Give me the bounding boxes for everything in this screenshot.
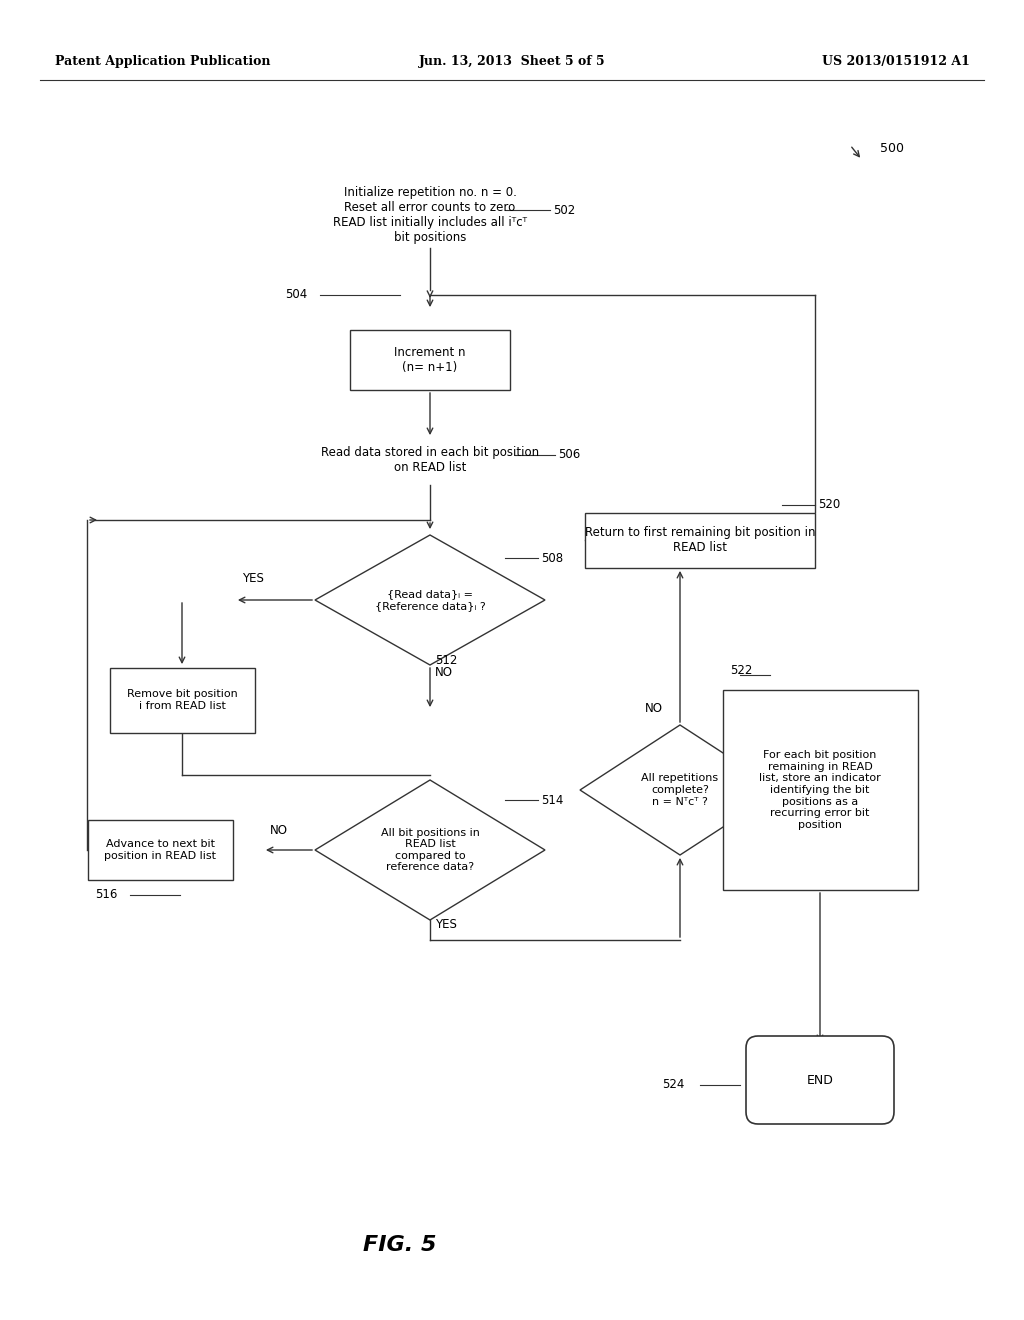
FancyBboxPatch shape bbox=[87, 820, 232, 880]
Text: All bit positions in
READ list
compared to
reference data?: All bit positions in READ list compared … bbox=[381, 828, 479, 873]
Text: 508: 508 bbox=[541, 552, 563, 565]
FancyBboxPatch shape bbox=[350, 330, 510, 389]
Text: US 2013/0151912 A1: US 2013/0151912 A1 bbox=[822, 55, 970, 69]
FancyBboxPatch shape bbox=[110, 668, 255, 733]
FancyBboxPatch shape bbox=[746, 1036, 894, 1125]
Text: 512: 512 bbox=[435, 653, 458, 667]
Text: Jun. 13, 2013  Sheet 5 of 5: Jun. 13, 2013 Sheet 5 of 5 bbox=[419, 55, 605, 69]
Text: YES: YES bbox=[435, 919, 457, 932]
Text: All repetitions
complete?
n = Nᵀᴄᵀ ?: All repetitions complete? n = Nᵀᴄᵀ ? bbox=[641, 774, 719, 807]
Text: 500: 500 bbox=[880, 141, 904, 154]
Text: END: END bbox=[807, 1073, 834, 1086]
Text: NO: NO bbox=[645, 701, 663, 714]
Text: For each bit position
remaining in READ
list, store an indicator
identifying the: For each bit position remaining in READ … bbox=[759, 750, 881, 830]
Text: 520: 520 bbox=[818, 499, 841, 511]
Text: Increment n
(n= n+1): Increment n (n= n+1) bbox=[394, 346, 466, 374]
Text: Advance to next bit
position in READ list: Advance to next bit position in READ lis… bbox=[104, 840, 216, 861]
Text: NO: NO bbox=[435, 665, 453, 678]
Text: {Read data}ᵢ =
{Reference data}ᵢ ?: {Read data}ᵢ = {Reference data}ᵢ ? bbox=[375, 589, 485, 611]
Text: FIG. 5: FIG. 5 bbox=[364, 1236, 437, 1255]
Text: YES: YES bbox=[788, 763, 810, 776]
Text: Return to first remaining bit position in
READ list: Return to first remaining bit position i… bbox=[585, 525, 815, 554]
Text: Read data stored in each bit position
on READ list: Read data stored in each bit position on… bbox=[321, 446, 539, 474]
Text: 514: 514 bbox=[541, 793, 563, 807]
Text: 522: 522 bbox=[730, 664, 753, 676]
Text: Remove bit position
i from READ list: Remove bit position i from READ list bbox=[127, 689, 238, 710]
FancyBboxPatch shape bbox=[723, 690, 918, 890]
FancyBboxPatch shape bbox=[585, 512, 815, 568]
Text: Initialize repetition no. n = 0.
Reset all error counts to zero
READ list initia: Initialize repetition no. n = 0. Reset a… bbox=[333, 186, 527, 244]
Polygon shape bbox=[580, 725, 780, 855]
Text: 506: 506 bbox=[558, 449, 581, 462]
Text: 524: 524 bbox=[662, 1078, 684, 1092]
Text: 518: 518 bbox=[776, 735, 799, 748]
Text: 502: 502 bbox=[553, 203, 575, 216]
Text: Patent Application Publication: Patent Application Publication bbox=[55, 55, 270, 69]
Polygon shape bbox=[315, 780, 545, 920]
Polygon shape bbox=[315, 535, 545, 665]
Text: 504: 504 bbox=[285, 289, 307, 301]
Text: 516: 516 bbox=[95, 888, 118, 902]
Text: YES: YES bbox=[242, 572, 264, 585]
Text: NO: NO bbox=[270, 824, 288, 837]
